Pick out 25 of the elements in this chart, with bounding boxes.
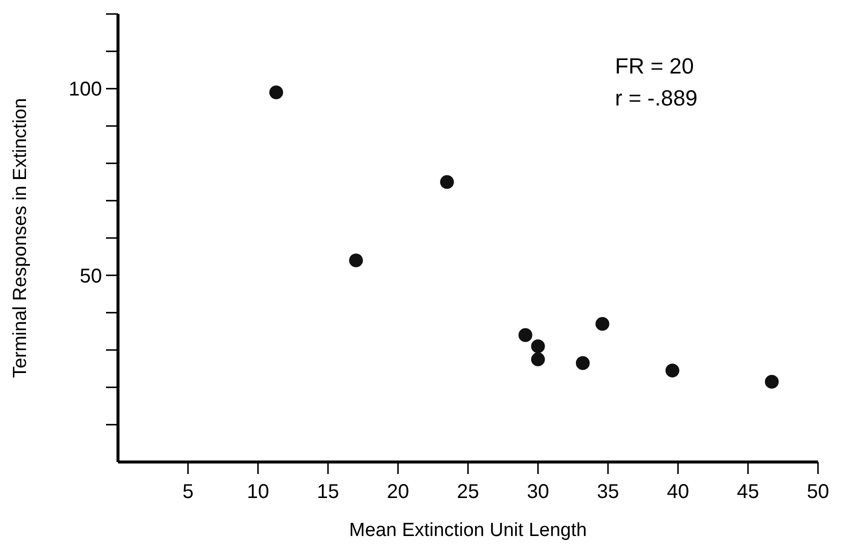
x-tick-label: 40	[666, 481, 690, 503]
annotation: r = -.889	[615, 86, 698, 111]
x-tick-label: 5	[182, 481, 194, 503]
point	[518, 328, 532, 342]
point	[440, 175, 454, 189]
point	[531, 352, 545, 366]
x-axis-title: Mean Extinction Unit Length	[349, 520, 587, 541]
x-tick-label: 45	[736, 481, 760, 503]
point	[595, 316, 610, 331]
point	[349, 254, 363, 268]
x-tick-label: 20	[386, 481, 410, 503]
point	[665, 364, 680, 378]
point	[531, 339, 545, 354]
y-axis-title: Terminal Responses in Extinction	[10, 98, 31, 378]
point	[764, 374, 779, 389]
x-tick-label: 10	[246, 481, 270, 503]
x-tick-label: 15	[316, 481, 340, 503]
x-tick-label: 30	[526, 481, 550, 503]
point	[269, 86, 284, 100]
x-tick-label: 50	[806, 481, 830, 503]
x-tick-label: 35	[596, 481, 620, 503]
x-tick-label: 25	[456, 481, 480, 503]
annotation: FR = 20	[615, 54, 694, 79]
point	[576, 356, 590, 370]
y-tick-label: 100	[68, 78, 102, 101]
